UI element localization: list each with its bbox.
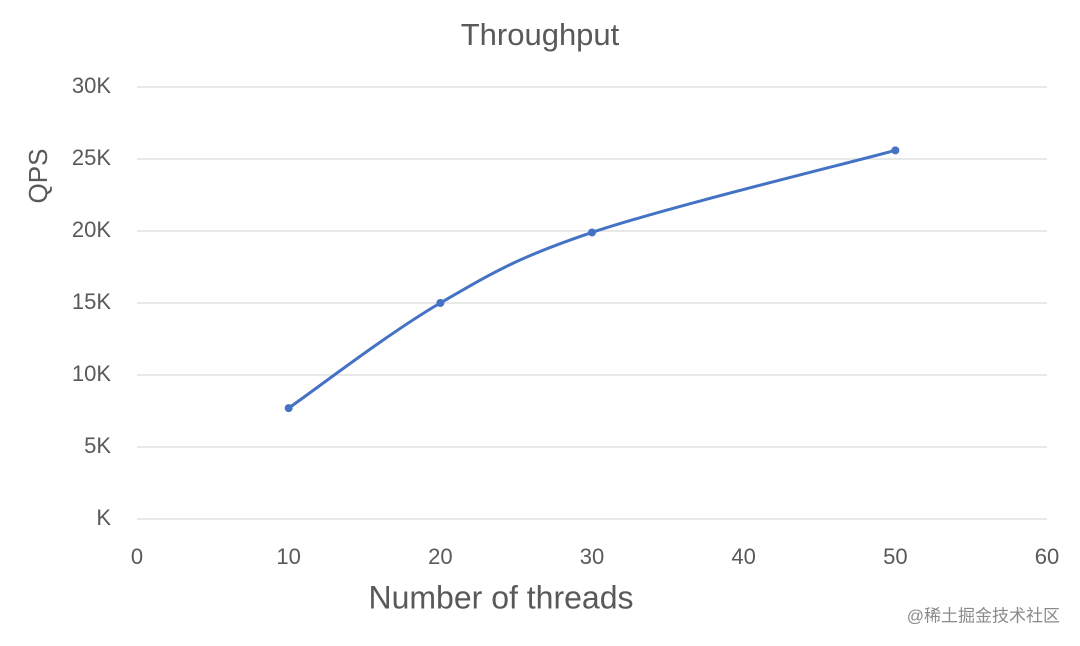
chart-title: Throughput [461, 17, 620, 52]
x-tick-label: 50 [883, 544, 907, 569]
line [287, 148, 896, 410]
y-tick-label: 15K [72, 289, 111, 314]
y-tick-label: 5K [84, 433, 111, 458]
point [436, 299, 445, 307]
point [891, 146, 900, 155]
y-tick-label: 30K [72, 73, 111, 98]
point [588, 228, 596, 237]
x-tick-label: 0 [131, 544, 143, 569]
x-tick-label: 30 [580, 544, 604, 569]
x-tick-label: 10 [276, 544, 300, 569]
x-tick-label: 20 [428, 544, 452, 569]
y-tick-label: 10K [72, 361, 111, 386]
y-tick-label: 20K [72, 217, 111, 242]
point [284, 404, 293, 413]
y-tick-label: K [96, 505, 111, 530]
y-axis-label: QPS [23, 149, 53, 204]
x-tick-label: 60 [1035, 544, 1059, 569]
watermark: @稀土掘金技术社区 [907, 606, 1060, 625]
x-tick-label: 40 [731, 544, 755, 569]
y-tick-label: 25K [72, 145, 111, 170]
x-axis-label: Number of threads [368, 579, 633, 615]
